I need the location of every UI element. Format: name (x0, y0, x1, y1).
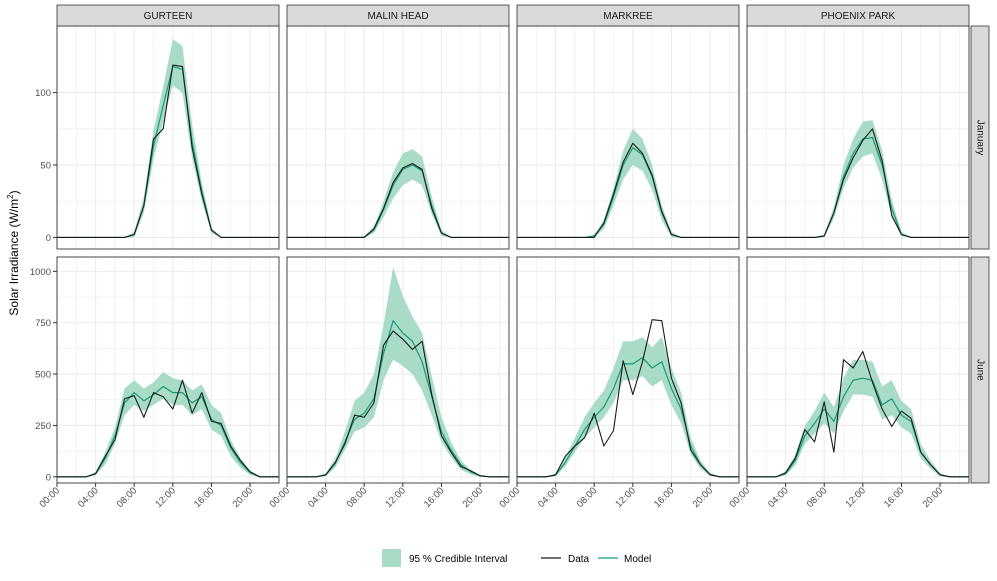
x-tick-label-phoenix-park-4: 04:00 (766, 485, 791, 510)
panel-markree-june (516, 256, 740, 484)
panel-border (746, 256, 970, 484)
data-line-malin-head-june (287, 330, 509, 478)
station-strip-label-markree: MARKREE (603, 11, 653, 22)
x-tick-label-gurteen-20: 20:00 (231, 485, 256, 510)
credible-interval-ribbon-gurteen-january (57, 39, 279, 238)
panel-background (57, 257, 279, 483)
month-strip-label-june: June (974, 359, 985, 381)
credible-interval-ribbon-malin-head-june (287, 267, 509, 477)
station-strip-gurteen (56, 4, 280, 27)
x-tick-label-malin-head-4: 04:00 (306, 485, 331, 510)
credible-interval-ribbon-gurteen-june (57, 372, 279, 477)
legend-ribbon-label: 95 % Credible Interval (409, 554, 507, 565)
station-strip-malin-head (286, 4, 510, 27)
y-axis-label-close: ) (7, 190, 21, 194)
x-tick-label-malin-head-8: 08:00 (345, 485, 370, 510)
data-line-phoenix-park-january (747, 128, 969, 238)
x-tick-label-markree-8: 08:00 (575, 485, 600, 510)
credible-interval-ribbon-phoenix-park-january (747, 120, 969, 238)
x-tick-label-gurteen-16: 16:00 (192, 485, 217, 510)
x-tick-label-gurteen-8: 08:00 (115, 485, 140, 510)
panel-border (286, 256, 510, 484)
legend-data-label: Data (568, 554, 590, 565)
x-tick-label-phoenix-park-8: 08:00 (805, 485, 830, 510)
legend-ribbon-key (382, 549, 401, 567)
data-line-gurteen-january (57, 64, 279, 238)
x-tick-label-markree-12: 12:00 (613, 485, 638, 510)
station-strip-label-malin-head: MALIN HEAD (367, 11, 428, 22)
y-tick-label-january-50: 50 (40, 161, 51, 172)
y-tick-label-june-250: 250 (35, 421, 51, 432)
y-tick-label-june-1000: 1000 (30, 267, 51, 278)
panel-malin-head-january (286, 25, 510, 250)
y-tick-label-june-750: 750 (35, 318, 51, 329)
panel-phoenix-park-june (746, 256, 970, 484)
panel-malin-head-june (286, 256, 510, 484)
panel-background (57, 26, 279, 249)
y-axis-label-main: Solar Irradiance (W/m (7, 199, 21, 316)
x-tick-label-malin-head-20: 20:00 (461, 485, 486, 510)
y-axis-label-superscript: 2 (6, 194, 15, 199)
legend: 95 % Credible Interval Data Model (382, 549, 651, 567)
y-tick-label-june-0: 0 (46, 472, 51, 483)
facet-strips: January GURTEEN MALIN HEAD MARKREE PHOENIX P… (56, 4, 990, 484)
panel-background (287, 26, 509, 249)
x-tick-label-malin-head-16: 16:00 (422, 485, 447, 510)
y-tick-label-january-100: 100 (35, 88, 51, 99)
x-tick-label-malin-head-0: 00:00 (268, 485, 293, 510)
y-tick-label-june-500: 500 (35, 370, 51, 381)
data-line-gurteen-june (57, 379, 279, 478)
x-tick-label-gurteen-0: 00:00 (38, 485, 63, 510)
credible-interval-ribbon-phoenix-park-june (747, 359, 969, 477)
x-tick-label-gurteen-12: 12:00 (153, 485, 178, 510)
month-strip-june (970, 256, 990, 484)
credible-interval-ribbon-markree-january (517, 128, 739, 238)
credible-interval-ribbon-markree-june (517, 337, 739, 477)
data-line-markree-january (517, 142, 739, 238)
data-line-malin-head-january (287, 163, 509, 238)
y-tick-label-january-0: 0 (46, 233, 51, 244)
y-axis-label: Solar Irradiance (W/m2) (6, 190, 21, 315)
panel-phoenix-park-january (746, 25, 970, 250)
station-strip-label-gurteen: GURTEEN (144, 11, 193, 22)
x-tick-label-phoenix-park-20: 20:00 (921, 485, 946, 510)
month-strip-january (970, 25, 990, 250)
credible-interval-ribbon-malin-head-january (287, 149, 509, 238)
x-tick-label-markree-16: 16:00 (652, 485, 677, 510)
panel-gurteen-june (56, 256, 280, 484)
x-tick-label-markree-4: 04:00 (536, 485, 561, 510)
legend-model-label: Model (624, 554, 651, 565)
x-tick-label-gurteen-4: 04:00 (76, 485, 101, 510)
station-strip-phoenix-park (746, 4, 970, 27)
panel-border (56, 256, 280, 484)
x-tick-label-malin-head-12: 12:00 (383, 485, 408, 510)
month-strip-label-january: January (974, 120, 985, 156)
x-tick-label-markree-20: 20:00 (691, 485, 716, 510)
x-tick-label-markree-0: 00:00 (498, 485, 523, 510)
panel-gurteen-january (56, 25, 280, 250)
panel-markree-january (516, 25, 740, 250)
station-strip-markree (516, 4, 740, 27)
x-tick-label-phoenix-park-16: 16:00 (882, 485, 907, 510)
panel-border (516, 256, 740, 484)
x-tick-label-phoenix-park-12: 12:00 (843, 485, 868, 510)
data-line-markree-june (517, 319, 739, 478)
station-strip-label-phoenix-park: PHOENIX PARK (821, 11, 896, 22)
data-line-phoenix-park-june (747, 350, 969, 478)
x-tick-label-phoenix-park-0: 00:00 (728, 485, 753, 510)
panels-grid (56, 25, 970, 484)
panel-background (517, 26, 739, 249)
